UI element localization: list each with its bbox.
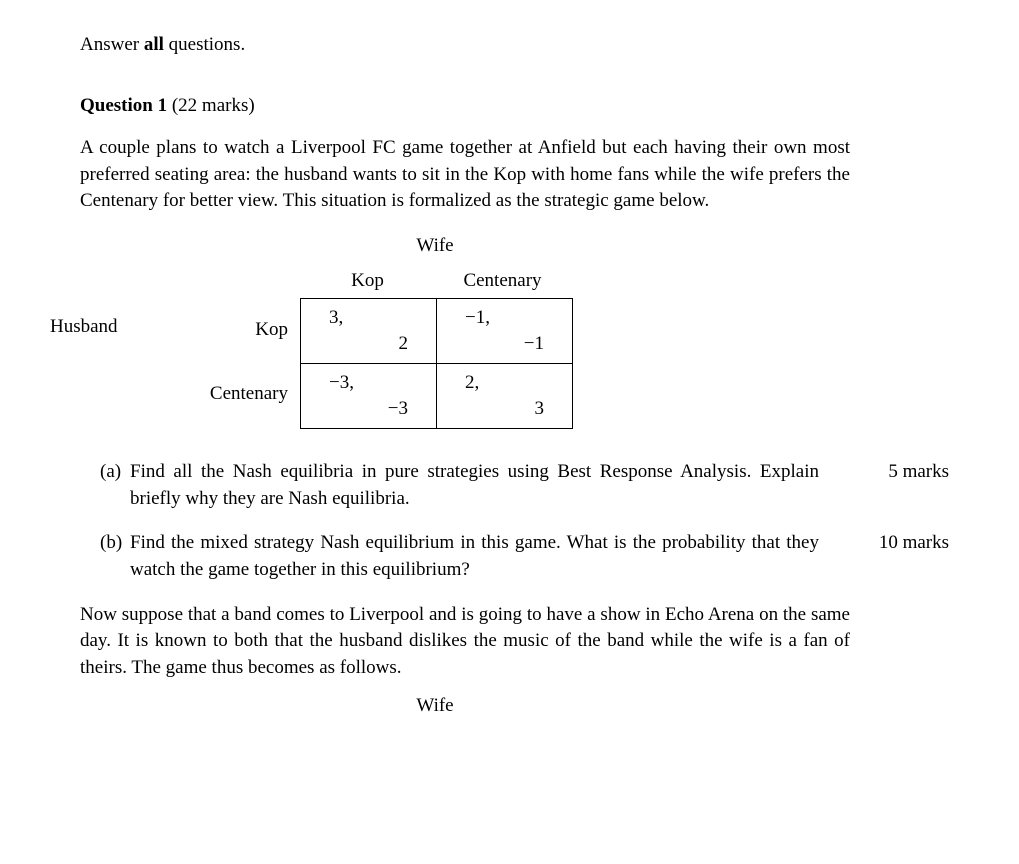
question-header: Question 1 (22 marks) [80,93,949,120]
subpart-b: (b) Find the mixed strategy Nash equilib… [100,530,949,583]
subpart-marks: 5 marks [819,459,949,512]
matrix-row-wrap: Kop Centenary 3, 2 −1, −1 [300,298,573,429]
subpart-label: (a) [100,459,130,512]
payoff-p1: 2, [465,370,479,397]
continuation-paragraph: Now suppose that a band comes to Liverpo… [80,602,850,682]
instruction-bold: all [144,34,164,55]
subparts: (a) Find all the Nash equilibria in pure… [100,459,949,583]
subpart-a: (a) Find all the Nash equilibria in pure… [100,459,949,512]
column-player-label: Wife [300,233,570,260]
payoff-p2: 2 [399,331,409,358]
question-label: Question 1 [80,95,167,116]
payoff-matrix-block: Wife Husband Kop Centenary Kop Centenary [80,233,949,429]
col-strategy-0: Kop [300,268,435,295]
question-body: A couple plans to watch a Liverpool FC g… [80,135,949,720]
row-strategy-0: Kop [188,298,288,362]
payoff-matrix: 3, 2 −1, −1 −3, −3 [300,298,573,429]
payoff-p1: −3, [329,370,354,397]
subpart-text: Find the mixed strategy Nash equilibrium… [130,530,819,583]
instruction-prefix: Answer [80,34,144,55]
payoff-p2: −3 [388,396,408,423]
intro-paragraph: A couple plans to watch a Liverpool FC g… [80,135,850,215]
payoff-p1: 3, [329,305,343,332]
matrix-stack: Husband Kop Centenary Kop Centenary 3, [300,268,949,430]
payoff-p2: 3 [535,396,545,423]
continuation-paragraph-block: Now suppose that a band comes to Liverpo… [80,602,949,682]
instruction-line: Answer all questions. [80,32,949,59]
col-strategy-1: Centenary [435,268,570,295]
column-strategy-labels: Kop Centenary [300,268,570,295]
question-marks: (22 marks) [167,95,255,116]
table-row: 3, 2 −1, −1 [301,299,573,364]
cell-1-0: −3, −3 [301,364,437,429]
row-strategy-1: Centenary [188,362,288,426]
table-row: −3, −3 2, 3 [301,364,573,429]
cell-0-0: 3, 2 [301,299,437,364]
row-strategy-labels: Kop Centenary [188,298,288,426]
payoff-p1: −1, [465,305,490,332]
cell-0-1: −1, −1 [437,299,573,364]
instruction-suffix: questions. [164,34,245,55]
subpart-marks: 10 marks [819,530,949,583]
page-container: Answer all questions. Question 1 (22 mar… [0,0,1019,720]
column-player-label-2: Wife [300,693,570,720]
subpart-label: (b) [100,530,130,583]
payoff-p2: −1 [524,331,544,358]
cell-1-1: 2, 3 [437,364,573,429]
subpart-text: Find all the Nash equilibria in pure str… [130,459,819,512]
